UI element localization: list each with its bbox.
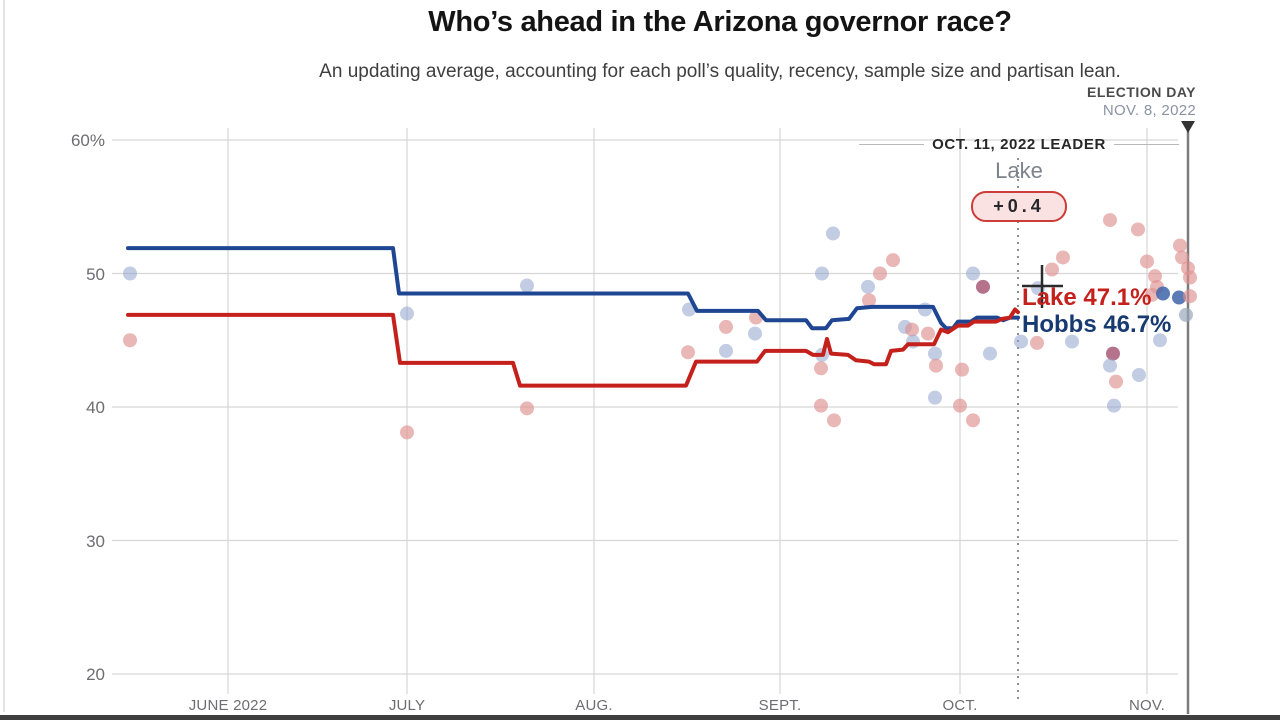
election-day-label: ELECTION DAY [1087,84,1196,100]
page-subtitle: An updating average, accounting for each… [319,61,1121,82]
leader-name: Lake [995,158,1043,183]
y-tick-label: 40 [86,398,105,417]
chart-header: Who’s ahead in the Arizona governor race… [160,0,1280,83]
x-tick-label: AUG. [575,697,613,714]
leader-tooltip: OCT. 11, 2022 LEADER Lake +0.4 [859,136,1179,222]
election-day-date: NOV. 8, 2022 [1102,101,1196,119]
y-tick-label: 60% [70,131,105,150]
lake-series-label: Lake 47.1% [1022,284,1152,311]
frame-bottom-bar [0,715,1280,720]
frame-left-border [3,0,5,712]
x-tick-label: JUNE 2022 [188,697,268,714]
y-tick-label: 50 [86,264,105,284]
hobbs-series-label: Hobbs 46.7% [1022,311,1172,338]
leader-tooltip-title: OCT. 11, 2022 LEADER [932,136,1106,153]
leader-margin-badge: +0.4 [971,191,1067,222]
x-tick-label: JULY [388,697,426,714]
x-tick-label: NOV. [1128,697,1166,714]
y-tick-label: 30 [86,531,105,551]
page-title: Who’s ahead in the Arizona governor race… [428,6,1012,38]
y-tick-label: 20 [86,665,105,684]
election-day-annotation: ELECTION DAY NOV. 8, 2022 [1087,84,1196,120]
x-tick-label: OCT. [942,697,978,714]
x-tick-label: SEPT. [758,697,802,714]
